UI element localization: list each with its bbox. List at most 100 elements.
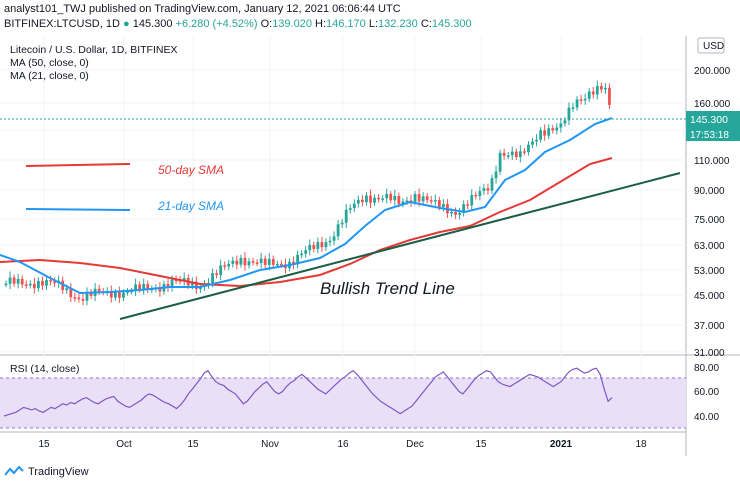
candle-body <box>97 288 101 292</box>
candle-body <box>41 280 44 286</box>
candle-body <box>211 273 214 284</box>
price-tick-label: 200.000 <box>694 66 731 77</box>
price-tick-label: 53.000 <box>694 266 725 277</box>
footer: TradingView <box>4 466 89 478</box>
candle-body <box>547 128 551 136</box>
candle-body <box>490 178 494 191</box>
candle-body <box>126 291 129 293</box>
candle-body <box>45 280 48 286</box>
ma50-legend: MA (50, close, 0) <box>10 57 89 69</box>
open-label: O: <box>260 18 273 30</box>
candle-body <box>271 258 275 265</box>
rsi-tick-label: 40.00 <box>694 412 719 423</box>
candle-body <box>599 86 603 90</box>
candle-body <box>182 277 186 281</box>
candle-body <box>494 171 498 179</box>
candle-body <box>89 292 93 296</box>
candle-body <box>482 188 486 191</box>
candle-body <box>255 262 259 264</box>
candle-body <box>381 198 385 200</box>
candle-body <box>413 194 417 202</box>
candle-body <box>16 278 20 284</box>
candle-body <box>243 257 247 266</box>
sma50-annotation: 50-day SMA <box>158 163 224 177</box>
candle-body <box>531 141 534 145</box>
candle-body <box>235 260 239 265</box>
candle-body <box>113 292 117 298</box>
candle-body <box>190 281 194 286</box>
candle-body <box>118 292 121 298</box>
candle-body <box>77 297 81 300</box>
chart-title: Litecoin / U.S. Dollar, 1D, BITFINEX <box>10 44 177 56</box>
candle-body <box>328 240 332 243</box>
price-tick-label: 90.000 <box>694 186 725 197</box>
candle-body <box>510 151 514 156</box>
candle-body <box>377 197 380 200</box>
candle-body <box>134 284 137 291</box>
open-value: 139.020 <box>272 18 312 30</box>
candle-body <box>361 199 364 203</box>
candle-body <box>12 277 16 284</box>
sma21-legend-line <box>25 208 131 211</box>
candle-body <box>604 87 607 90</box>
last-price-value: 145.300 <box>690 114 728 126</box>
candle-body <box>130 290 133 293</box>
candle-body <box>247 261 251 266</box>
rsi-legend: RSI (14, close) <box>10 363 79 375</box>
symbol: BITFINEX:LTCUSD, 1D <box>4 18 120 30</box>
candle-body <box>563 120 567 124</box>
time-tick-label: Dec <box>406 439 424 450</box>
sma21-annotation: 21-day SMA <box>157 199 224 213</box>
candle-body <box>65 288 69 291</box>
candle-body <box>142 284 146 290</box>
price-change: +6.280 (+4.52%) <box>175 18 258 30</box>
close-label: C: <box>420 18 432 30</box>
candle-body <box>429 200 433 202</box>
candle-body <box>300 253 304 256</box>
candle-body <box>389 193 393 201</box>
candle-body <box>523 151 526 153</box>
candle-body <box>401 201 405 205</box>
candle-body <box>458 212 461 215</box>
high-value: 146.170 <box>326 18 366 30</box>
candle-body <box>28 283 32 286</box>
candle-body <box>251 261 255 263</box>
price-tick-label: 75.000 <box>694 215 725 226</box>
candle-body <box>166 283 170 288</box>
sma50-legend-line <box>25 163 131 167</box>
time-tick-label: 2021 <box>550 439 573 450</box>
time-tick-label: 16 <box>337 439 349 450</box>
candle-body <box>478 190 482 197</box>
candle-body <box>514 151 518 157</box>
time-tick-label: 15 <box>187 439 199 450</box>
candle-body <box>551 128 555 131</box>
high-label: H: <box>315 18 327 30</box>
candle-body <box>146 284 150 290</box>
candle-body <box>194 281 198 290</box>
candle-body <box>336 224 340 237</box>
candle-body <box>304 250 308 254</box>
candle-body <box>122 292 125 298</box>
current-price: 145.300 <box>132 18 173 30</box>
candle-body <box>24 284 28 286</box>
candle-body <box>4 283 8 286</box>
time-tick-label: 18 <box>635 439 647 450</box>
low-label: L: <box>368 18 379 30</box>
price-tick-label: 45.000 <box>694 291 725 302</box>
candle-body <box>555 127 559 131</box>
sma50-line <box>0 157 613 288</box>
candle-body <box>543 130 547 136</box>
candle-body <box>421 196 425 202</box>
candle-body <box>417 194 421 202</box>
currency-badge[interactable] <box>697 37 725 54</box>
price-tick-label: 110.000 <box>694 156 730 167</box>
candle-body <box>571 107 575 109</box>
publisher-line: analyst101_TWJ published on TradingView.… <box>4 3 401 15</box>
candle-body <box>138 284 142 290</box>
candle-body <box>365 195 368 203</box>
candle-body <box>81 298 85 301</box>
candle-body <box>263 258 267 265</box>
candle-body <box>450 211 453 214</box>
candle-body <box>356 199 360 204</box>
